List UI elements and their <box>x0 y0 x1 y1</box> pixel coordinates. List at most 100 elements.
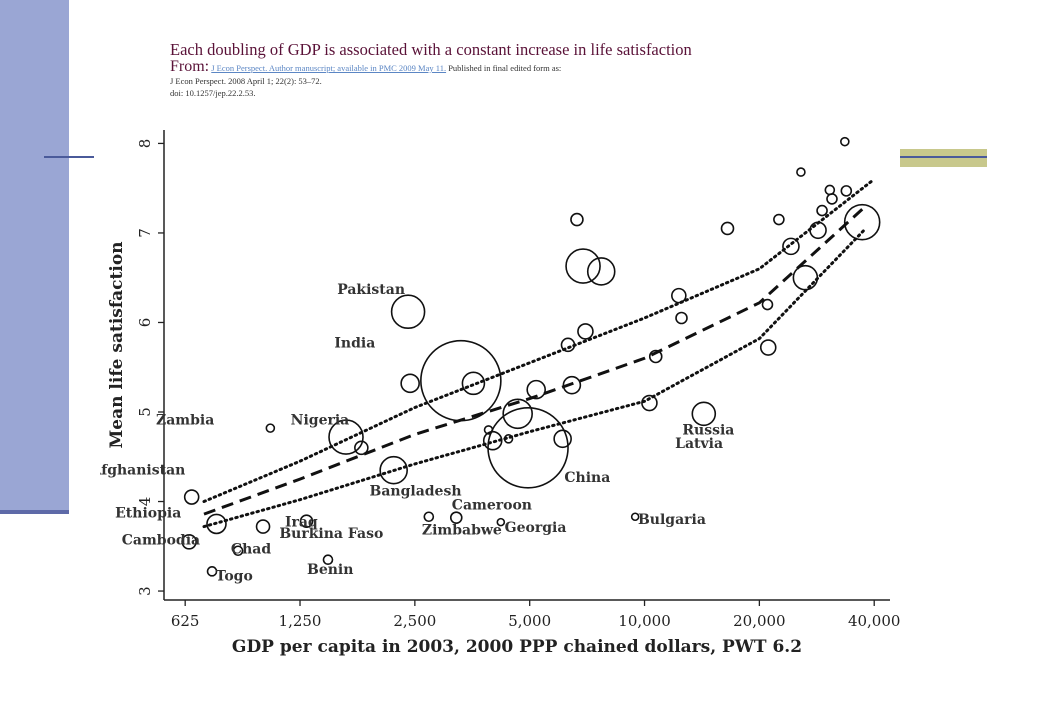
decorative-rule-right-band <box>900 149 987 167</box>
data-point <box>840 185 853 197</box>
data-point <box>570 212 584 227</box>
x-tick-label: 40,000 <box>848 612 900 630</box>
data-point <box>487 407 569 489</box>
data-point <box>390 294 426 330</box>
data-point <box>526 379 546 400</box>
country-label: Bulgaria <box>638 512 706 528</box>
data-point <box>796 167 806 177</box>
data-point <box>840 136 850 147</box>
data-point <box>641 394 658 412</box>
fit-line <box>203 204 867 516</box>
country-label: Afghanistan <box>100 463 185 479</box>
y-axis-title: Mean life satisfaction <box>107 241 127 448</box>
data-point <box>773 213 785 226</box>
decorative-side-bar <box>0 0 69 512</box>
y-tick-label: 8 <box>136 139 154 149</box>
data-point <box>328 419 364 455</box>
data-point <box>671 287 687 304</box>
country-label: Pakistan <box>337 282 405 298</box>
data-point <box>354 440 369 456</box>
data-point <box>265 423 276 433</box>
data-point <box>449 511 463 524</box>
y-tick-label: 7 <box>136 228 154 238</box>
country-label: Russia <box>682 422 734 438</box>
x-axis-title: GDP per capita in 2003, 2000 PPP chained… <box>232 637 802 657</box>
data-point <box>183 489 200 505</box>
data-point <box>502 398 533 430</box>
data-point <box>586 257 616 286</box>
country-label: China <box>564 470 610 486</box>
published-note: Published in final edited form as: <box>448 63 562 73</box>
country-label: Georgia <box>505 520 567 536</box>
data-point <box>232 545 244 557</box>
data-point <box>562 375 582 395</box>
x-tick-label: 20,000 <box>733 612 786 630</box>
scatter-chart: 3 4 5 6 7 8 625 1,250 2,500 5,000 10,000 20,000 40,0… <box>100 130 900 657</box>
country-label: Togo <box>216 568 253 584</box>
data-point <box>423 511 435 523</box>
data-point <box>843 203 881 241</box>
data-point <box>761 298 774 311</box>
from-label: From: <box>170 58 210 75</box>
data-point <box>630 512 640 522</box>
country-label: Cameroon <box>452 498 532 514</box>
country-label: Burkina Faso <box>279 526 383 542</box>
ci-lower-line <box>202 227 868 529</box>
data-point <box>816 204 828 217</box>
x-tick-label: 2,500 <box>393 612 436 630</box>
country-label: Benin <box>307 562 353 578</box>
data-point <box>255 519 271 534</box>
data-point <box>792 264 819 291</box>
country-label: Bangladesh <box>370 483 462 499</box>
data-point <box>483 425 494 435</box>
country-label: Chad <box>231 541 271 557</box>
x-tick-label: 10,000 <box>618 612 671 630</box>
doi: doi: 10.1257/jep.22.2.53. <box>170 88 256 98</box>
country-label: Zimbabwe <box>422 523 502 539</box>
ci-upper-line <box>202 177 876 503</box>
data-point <box>824 184 836 196</box>
source-link[interactable]: J Econ Perspect. Author manuscript; avai… <box>211 63 447 73</box>
x-tick-label: 625 <box>171 612 200 630</box>
source-line: From: J Econ Perspect. Author manuscript… <box>170 58 990 75</box>
x-tick-label: 1,250 <box>279 612 322 630</box>
data-point <box>400 373 420 394</box>
data-point <box>720 221 735 236</box>
country-label: Latvia <box>675 436 723 452</box>
data-point <box>206 566 218 577</box>
y-tick-label: 5 <box>136 407 154 417</box>
y-tick-label: 3 <box>136 586 154 596</box>
data-point <box>420 339 502 422</box>
data-point <box>461 371 486 396</box>
country-label: Cambodia <box>122 532 200 548</box>
country-label: Ethiopia <box>115 506 181 522</box>
data-point <box>826 193 838 205</box>
data-point <box>496 517 506 527</box>
y-tick-label: 6 <box>136 318 154 328</box>
data-point <box>299 514 314 529</box>
slide-header: Each doubling of GDP is associated with … <box>170 40 990 99</box>
citation: J Econ Perspect. 2008 April 1; 22(2): 53… <box>170 76 322 86</box>
data-point <box>782 237 800 256</box>
data-point <box>206 513 227 535</box>
country-label: India <box>334 336 375 352</box>
data-point <box>322 554 334 566</box>
decorative-rule-right <box>900 156 987 158</box>
slide-title: Each doubling of GDP is associated with … <box>170 40 692 59</box>
data-point <box>379 455 408 485</box>
country-label: Zambia <box>156 413 214 429</box>
x-tick-label: 5,000 <box>508 612 551 630</box>
decorative-side-bar-edge <box>0 510 69 514</box>
country-label: Iraq <box>285 515 318 531</box>
data-point <box>181 534 197 550</box>
data-point <box>759 339 777 356</box>
y-tick-label: 4 <box>136 497 154 507</box>
data-point <box>565 248 601 284</box>
data-point <box>648 349 663 364</box>
data-point <box>691 401 717 427</box>
decorative-rule-left <box>44 156 94 158</box>
data-point <box>553 429 572 449</box>
country-label: Nigeria <box>291 413 350 429</box>
data-point <box>577 323 594 340</box>
data-point <box>675 311 688 325</box>
